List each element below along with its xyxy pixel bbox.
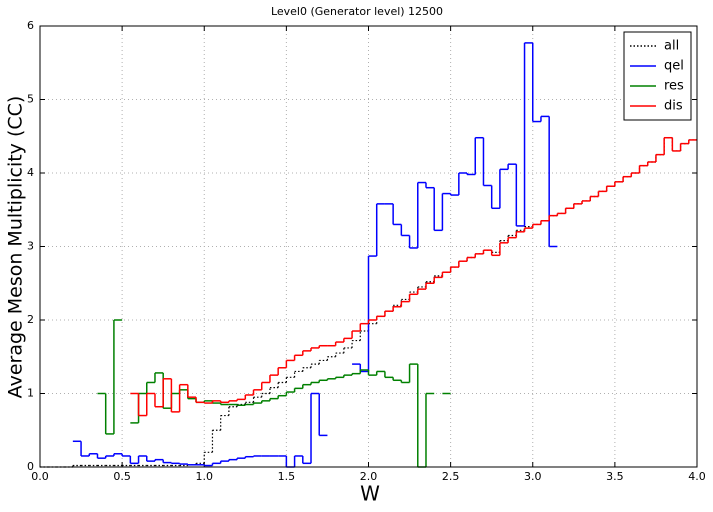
legend-box (623, 31, 692, 121)
legend-label: qel (664, 59, 684, 74)
y-tick-label: 6 (27, 19, 34, 32)
legend-label: res (664, 79, 684, 94)
legend-label: all (664, 39, 679, 54)
series (130, 136, 697, 417)
y-tick-label: 2 (27, 313, 34, 326)
x-tick-label: 4.0 (688, 470, 706, 483)
plot-frame (39, 25, 698, 468)
y-tick-label: 1 (27, 387, 34, 400)
x-tick-label: 2.0 (360, 470, 378, 483)
x-tick-label: 0.5 (113, 470, 131, 483)
y-tick-label: 0 (27, 460, 34, 473)
x-tick-label: 1.5 (278, 470, 296, 483)
y-tick-label: 3 (27, 240, 34, 253)
legend: all qel res dis (623, 31, 692, 121)
x-tick-label: 2.5 (442, 470, 460, 483)
series (72, 42, 558, 468)
x-axis-label: W (360, 482, 380, 506)
x-tick-label: 0.0 (31, 470, 49, 483)
x-tick-label: 3.0 (524, 470, 542, 483)
y-tick-label: 4 (27, 166, 34, 179)
x-tick-label: 3.5 (606, 470, 624, 483)
chart-title: Level0 (Generator level) 12500 (271, 5, 443, 18)
y-tick-label: 5 (27, 93, 34, 106)
legend-label: dis (664, 99, 683, 114)
y-axis-label: Average Meson Multiplicity (CC) (5, 96, 27, 399)
x-tick-label: 1.0 (196, 470, 214, 483)
